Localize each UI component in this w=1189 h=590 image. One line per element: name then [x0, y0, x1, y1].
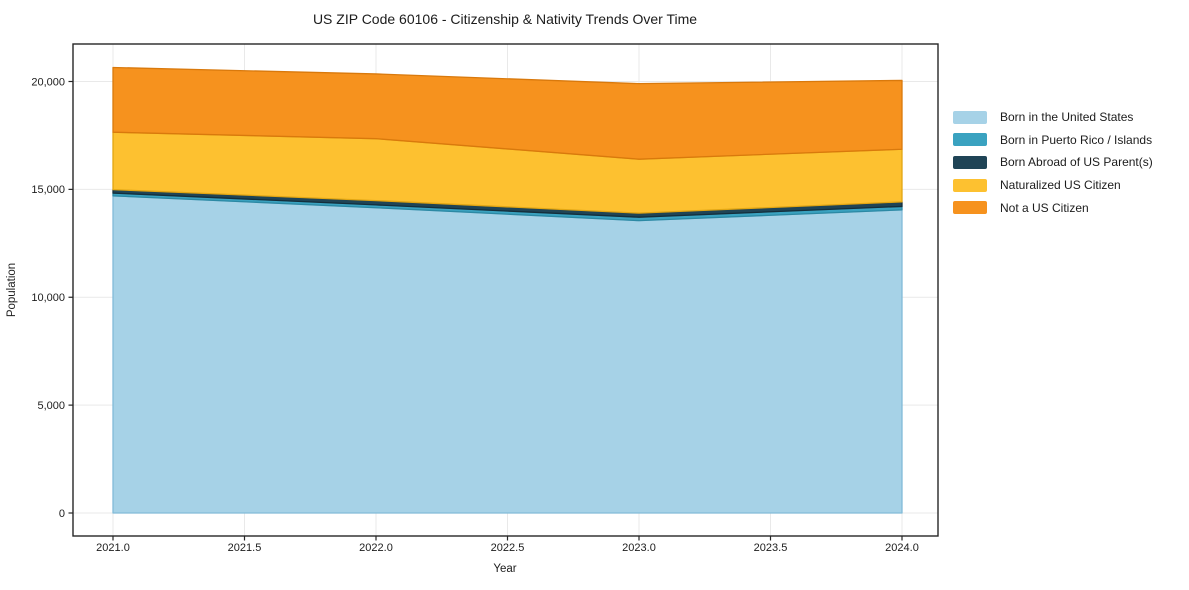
legend-label: Naturalized US Citizen: [1000, 178, 1121, 193]
axes-spines: [72, 43, 939, 537]
x-tick-label: 2023.0: [622, 542, 656, 554]
x-tick-label: 2021.5: [228, 542, 262, 554]
legend-item-puerto-rico: Born in Puerto Rico / Islands: [953, 129, 1153, 152]
x-tick-label: 2021.0: [96, 542, 130, 554]
x-tick-label: 2024.0: [885, 542, 919, 554]
x-tick-label: 2022.0: [359, 542, 393, 554]
legend-label: Born Abroad of US Parent(s): [1000, 155, 1153, 170]
y-tick-label: 10,000: [31, 292, 65, 304]
legend-item-not-citizen: Not a US Citizen: [953, 196, 1153, 219]
chart-title: US ZIP Code 60106 - Citizenship & Nativi…: [313, 11, 697, 27]
y-tick-label: 20,000: [31, 76, 65, 88]
y-axis-label: Population: [6, 263, 18, 317]
x-tick-label: 2022.5: [491, 542, 525, 554]
legend-swatch-born-in-us: [953, 110, 987, 124]
tick-labels: 2021.0 2021.5 2022.0 2022.5 2023.0 2023.5 2024…: [31, 76, 918, 554]
stacked-areas: [112, 66, 903, 514]
legend-swatch-not-citizen: [953, 201, 987, 215]
legend-label: Born in Puerto Rico / Islands: [1000, 132, 1153, 147]
legend-swatch-puerto-rico: [953, 133, 987, 147]
tick-marks: [68, 80, 903, 541]
y-tick-label: 15,000: [31, 184, 65, 196]
y-tick-label: 5,000: [37, 400, 65, 412]
area-not-a-us-citizen: [112, 66, 903, 160]
y-tick-label: 0: [59, 508, 65, 520]
legend-label: Not a US Citizen: [1000, 200, 1089, 215]
legend-swatch-naturalized: [953, 178, 987, 192]
legend: Born in the United States Born in Puerto…: [953, 106, 1153, 219]
x-axis-label: Year: [493, 563, 516, 575]
legend-item-born-abroad: Born Abroad of US Parent(s): [953, 151, 1153, 174]
legend-item-naturalized: Naturalized US Citizen: [953, 174, 1153, 197]
legend-label: Born in the United States: [1000, 110, 1134, 125]
legend-swatch-born-abroad: [953, 155, 987, 169]
area-born-in-the-united-states: [112, 195, 903, 514]
legend-item-born-in-us: Born in the United States: [953, 106, 1153, 129]
x-tick-label: 2023.5: [754, 542, 788, 554]
